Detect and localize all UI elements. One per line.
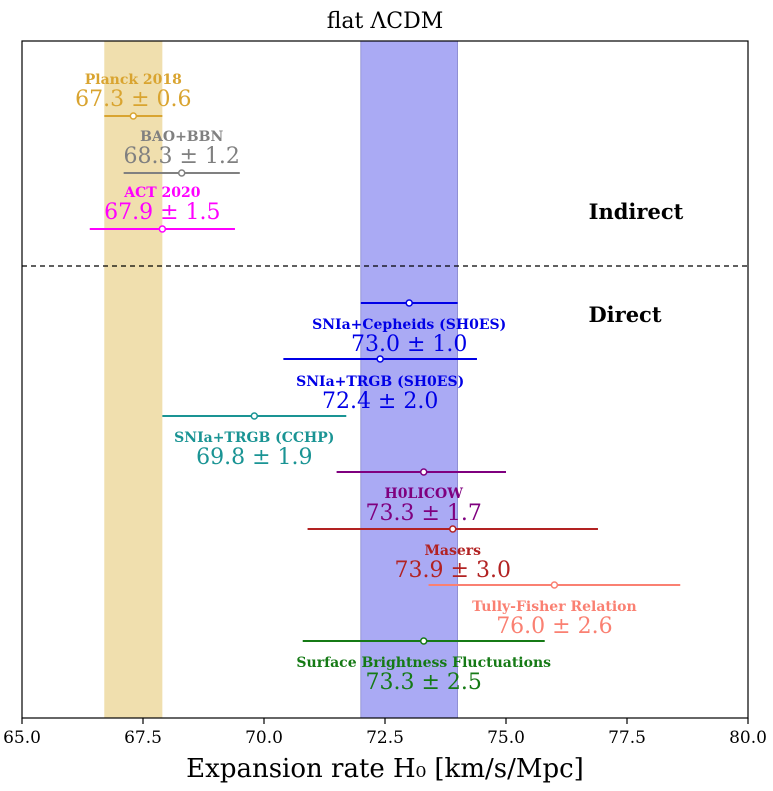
x-tick-label: 75.0 bbox=[487, 728, 525, 748]
value-bao-bbn: 68.3 ± 1.2 bbox=[124, 144, 240, 169]
label-tully-fisher-relation: Tully-Fisher Relation bbox=[472, 599, 637, 615]
value-planck-2018: 67.3 ± 0.6 bbox=[75, 87, 191, 112]
x-tick-label: 80.0 bbox=[729, 728, 767, 748]
point-snia-trgb-cchp: SNIa+TRGB (CCHP)69.8 ± 1.9 bbox=[162, 412, 347, 470]
marker-snia-trgb-sh0es bbox=[376, 355, 384, 363]
point-snia-trgb-sh0es: SNIa+TRGB (SH0ES)72.4 ± 2.0 bbox=[283, 355, 477, 414]
region-label-indirect: Indirect bbox=[589, 199, 684, 224]
value-tully-fisher-relation: 76.0 ± 2.6 bbox=[496, 614, 612, 639]
x-tick-label: 70.0 bbox=[245, 728, 283, 748]
point-snia-cepheids-sh0es: SNIa+Cepheids (SH0ES)73.0 ± 1.0 bbox=[312, 299, 506, 357]
label-snia-cepheids-sh0es: SNIa+Cepheids (SH0ES) bbox=[312, 317, 506, 333]
label-planck-2018: Planck 2018 bbox=[85, 72, 182, 88]
marker-bao-bbn bbox=[177, 169, 186, 177]
label-act-2020: ACT 2020 bbox=[123, 185, 201, 201]
planck-band bbox=[104, 41, 163, 718]
marker-act-2020 bbox=[158, 225, 167, 233]
region-label-direct: Direct bbox=[588, 302, 661, 327]
value-masers: 73.9 ± 3.0 bbox=[395, 558, 511, 583]
x-tick-label: 65.0 bbox=[3, 728, 41, 748]
label-h0licow: H0LICOW bbox=[385, 486, 464, 502]
value-h0licow: 73.3 ± 1.7 bbox=[366, 501, 482, 526]
value-snia-trgb-cchp: 69.8 ± 1.9 bbox=[196, 445, 312, 470]
marker-snia-cepheids-sh0es bbox=[405, 299, 413, 307]
marker-h0licow bbox=[419, 468, 428, 476]
label-snia-trgb-cchp: SNIa+TRGB (CCHP) bbox=[174, 430, 334, 446]
x-tick-label: 72.5 bbox=[366, 728, 404, 748]
value-act-2020: 67.9 ± 1.5 bbox=[104, 200, 220, 225]
label-snia-trgb-sh0es: SNIa+TRGB (SH0ES) bbox=[296, 374, 464, 390]
x-tick-label: 67.5 bbox=[124, 728, 162, 748]
value-surface-brightness-fluctuations: 73.3 ± 2.5 bbox=[366, 670, 482, 695]
x-axis-ticks: 65.0 67.5 70.0 72.5 75.0 77.5 80.0 bbox=[3, 718, 767, 748]
x-axis-label: Expansion rate H₀ [km/s/Mpc] bbox=[186, 754, 584, 784]
x-tick-label: 77.5 bbox=[608, 728, 646, 748]
bands-layer bbox=[104, 40, 458, 719]
marker-planck-2018 bbox=[129, 112, 138, 120]
label-surface-brightness-fluctuations: Surface Brightness Fluctuations bbox=[296, 655, 551, 671]
sh0es-band bbox=[360, 40, 458, 719]
marker-tully-fisher-relation bbox=[550, 581, 559, 589]
label-bao-bbn: BAO+BBN bbox=[140, 129, 223, 145]
value-snia-cepheids-sh0es: 73.0 ± 1.0 bbox=[351, 332, 467, 357]
marker-surface-brightness-fluctuations bbox=[419, 637, 428, 645]
chart-title: flat ΛCDM bbox=[327, 9, 444, 34]
marker-masers bbox=[449, 525, 457, 533]
label-masers: Masers bbox=[424, 543, 481, 559]
marker-snia-trgb-cchp bbox=[250, 412, 259, 420]
value-snia-trgb-sh0es: 72.4 ± 2.0 bbox=[322, 389, 438, 414]
